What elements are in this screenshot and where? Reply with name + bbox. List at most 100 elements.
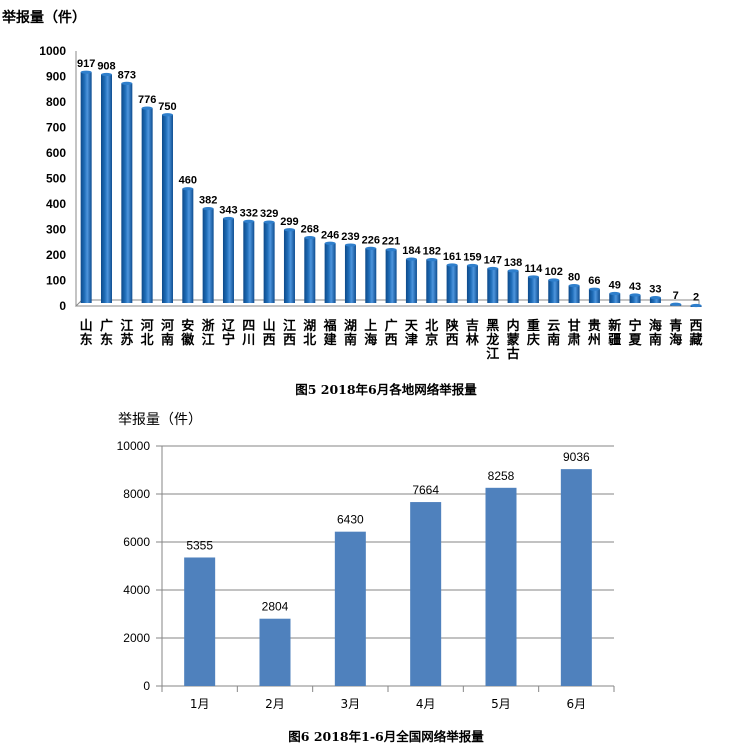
x-tick-label: 广西	[385, 318, 398, 348]
figure-caption: 图6 2018年1-6月全国网络举报量	[288, 729, 484, 744]
bar-top	[80, 70, 92, 74]
bar	[485, 487, 517, 686]
data-label: 147	[484, 255, 502, 267]
y-tick-label: 8000	[123, 487, 150, 501]
x-tick-label: 6月	[567, 697, 587, 711]
bar	[446, 264, 458, 303]
data-label: 33	[649, 284, 661, 296]
bar	[560, 469, 592, 686]
bar-top	[548, 278, 560, 282]
x-tick-label: 宁夏	[628, 318, 643, 348]
y-tick-label: 0	[143, 679, 150, 693]
bar	[365, 248, 377, 303]
bar-top	[690, 303, 702, 308]
data-label: 268	[301, 224, 319, 236]
bar	[426, 259, 438, 303]
y-tick-label: 900	[46, 70, 66, 84]
y-tick-label: 10000	[117, 439, 151, 453]
bar-top	[161, 113, 173, 117]
bar-top	[588, 287, 600, 291]
data-label: 343	[219, 205, 237, 217]
data-label: 221	[382, 236, 400, 248]
bar	[507, 270, 519, 303]
data-label: 908	[97, 60, 115, 72]
x-tick-label: 天津	[405, 319, 419, 348]
x-tick-label: 新疆	[608, 318, 621, 348]
x-tick-label: 河南	[161, 318, 174, 348]
data-label: 102	[545, 266, 563, 278]
data-label: 159	[463, 251, 481, 263]
x-tick-label: 湖北	[303, 319, 316, 348]
bar	[202, 208, 214, 303]
bar	[649, 297, 661, 303]
x-tick-label: 河北	[141, 318, 154, 348]
y-tick-label: 800	[46, 95, 66, 109]
data-label: 873	[118, 69, 136, 81]
figure-caption: 图5 2018年6月各地网络举报量	[295, 382, 477, 397]
bar-top	[222, 216, 234, 221]
x-tick-label: 内蒙古	[507, 318, 520, 362]
x-tick-label: 云南	[547, 319, 560, 348]
bar	[324, 243, 336, 303]
bar	[304, 237, 316, 303]
x-tick-label: 山西	[263, 318, 276, 348]
x-tick-label: 广东	[100, 318, 113, 348]
x-tick-label: 辽宁	[222, 319, 236, 348]
data-labels: 5355 2804 6430 7664 8258 9036	[186, 450, 590, 614]
data-label: 6430	[337, 513, 364, 527]
data-label: 43	[629, 281, 641, 293]
bar-top	[487, 266, 499, 271]
bar	[184, 557, 216, 686]
bar-top	[405, 257, 417, 261]
bar	[141, 108, 153, 304]
data-label: 184	[402, 245, 421, 257]
bar-top	[649, 295, 661, 300]
bar-top	[344, 243, 356, 247]
x-tick-label: 江西	[283, 318, 296, 348]
x-tick-label: 江苏	[120, 318, 133, 348]
bar	[629, 295, 641, 303]
data-label: 917	[77, 58, 95, 70]
data-label: 460	[179, 175, 197, 187]
bar-top	[283, 228, 295, 232]
data-label: 114	[525, 263, 544, 275]
bar	[466, 265, 478, 303]
x-tick-label: 海南	[649, 318, 662, 348]
bar-top	[507, 269, 519, 273]
bar-top	[141, 106, 153, 110]
bar-top	[365, 246, 377, 250]
data-label: 246	[321, 229, 339, 241]
x-tick-label: 西藏	[690, 319, 703, 348]
bar-top	[324, 241, 336, 245]
x-tick-label: 1月	[190, 697, 210, 711]
data-label: 66	[588, 275, 600, 287]
x-tick-label: 陕西	[446, 318, 460, 348]
data-label: 7664	[412, 483, 439, 497]
data-label: 750	[158, 101, 176, 113]
data-label: 329	[260, 208, 278, 220]
y-tick-label: 2000	[123, 631, 150, 645]
bar-top	[182, 187, 194, 191]
bars	[80, 70, 702, 308]
data-label: 239	[341, 231, 359, 243]
y-tick-label: 200	[46, 248, 66, 262]
gridlines	[156, 445, 615, 692]
bar	[243, 221, 255, 303]
bar-top	[304, 236, 316, 240]
data-label: 161	[443, 251, 461, 263]
bar	[283, 229, 295, 303]
bar	[222, 218, 234, 303]
bar-top	[385, 248, 397, 252]
x-tick-label: 安徽	[180, 318, 195, 348]
y-tick-label: 4000	[123, 583, 150, 597]
data-label: 226	[362, 234, 380, 246]
bar	[487, 268, 499, 303]
bars	[184, 469, 592, 686]
bar-top	[527, 275, 539, 279]
y-tick-label: 300	[46, 223, 66, 237]
y-tick-label: 100	[46, 274, 66, 288]
data-label: 382	[199, 195, 217, 207]
x-tick-label: 北京	[425, 319, 438, 348]
y-tick-label: 600	[46, 146, 66, 160]
bar-top	[466, 263, 478, 268]
